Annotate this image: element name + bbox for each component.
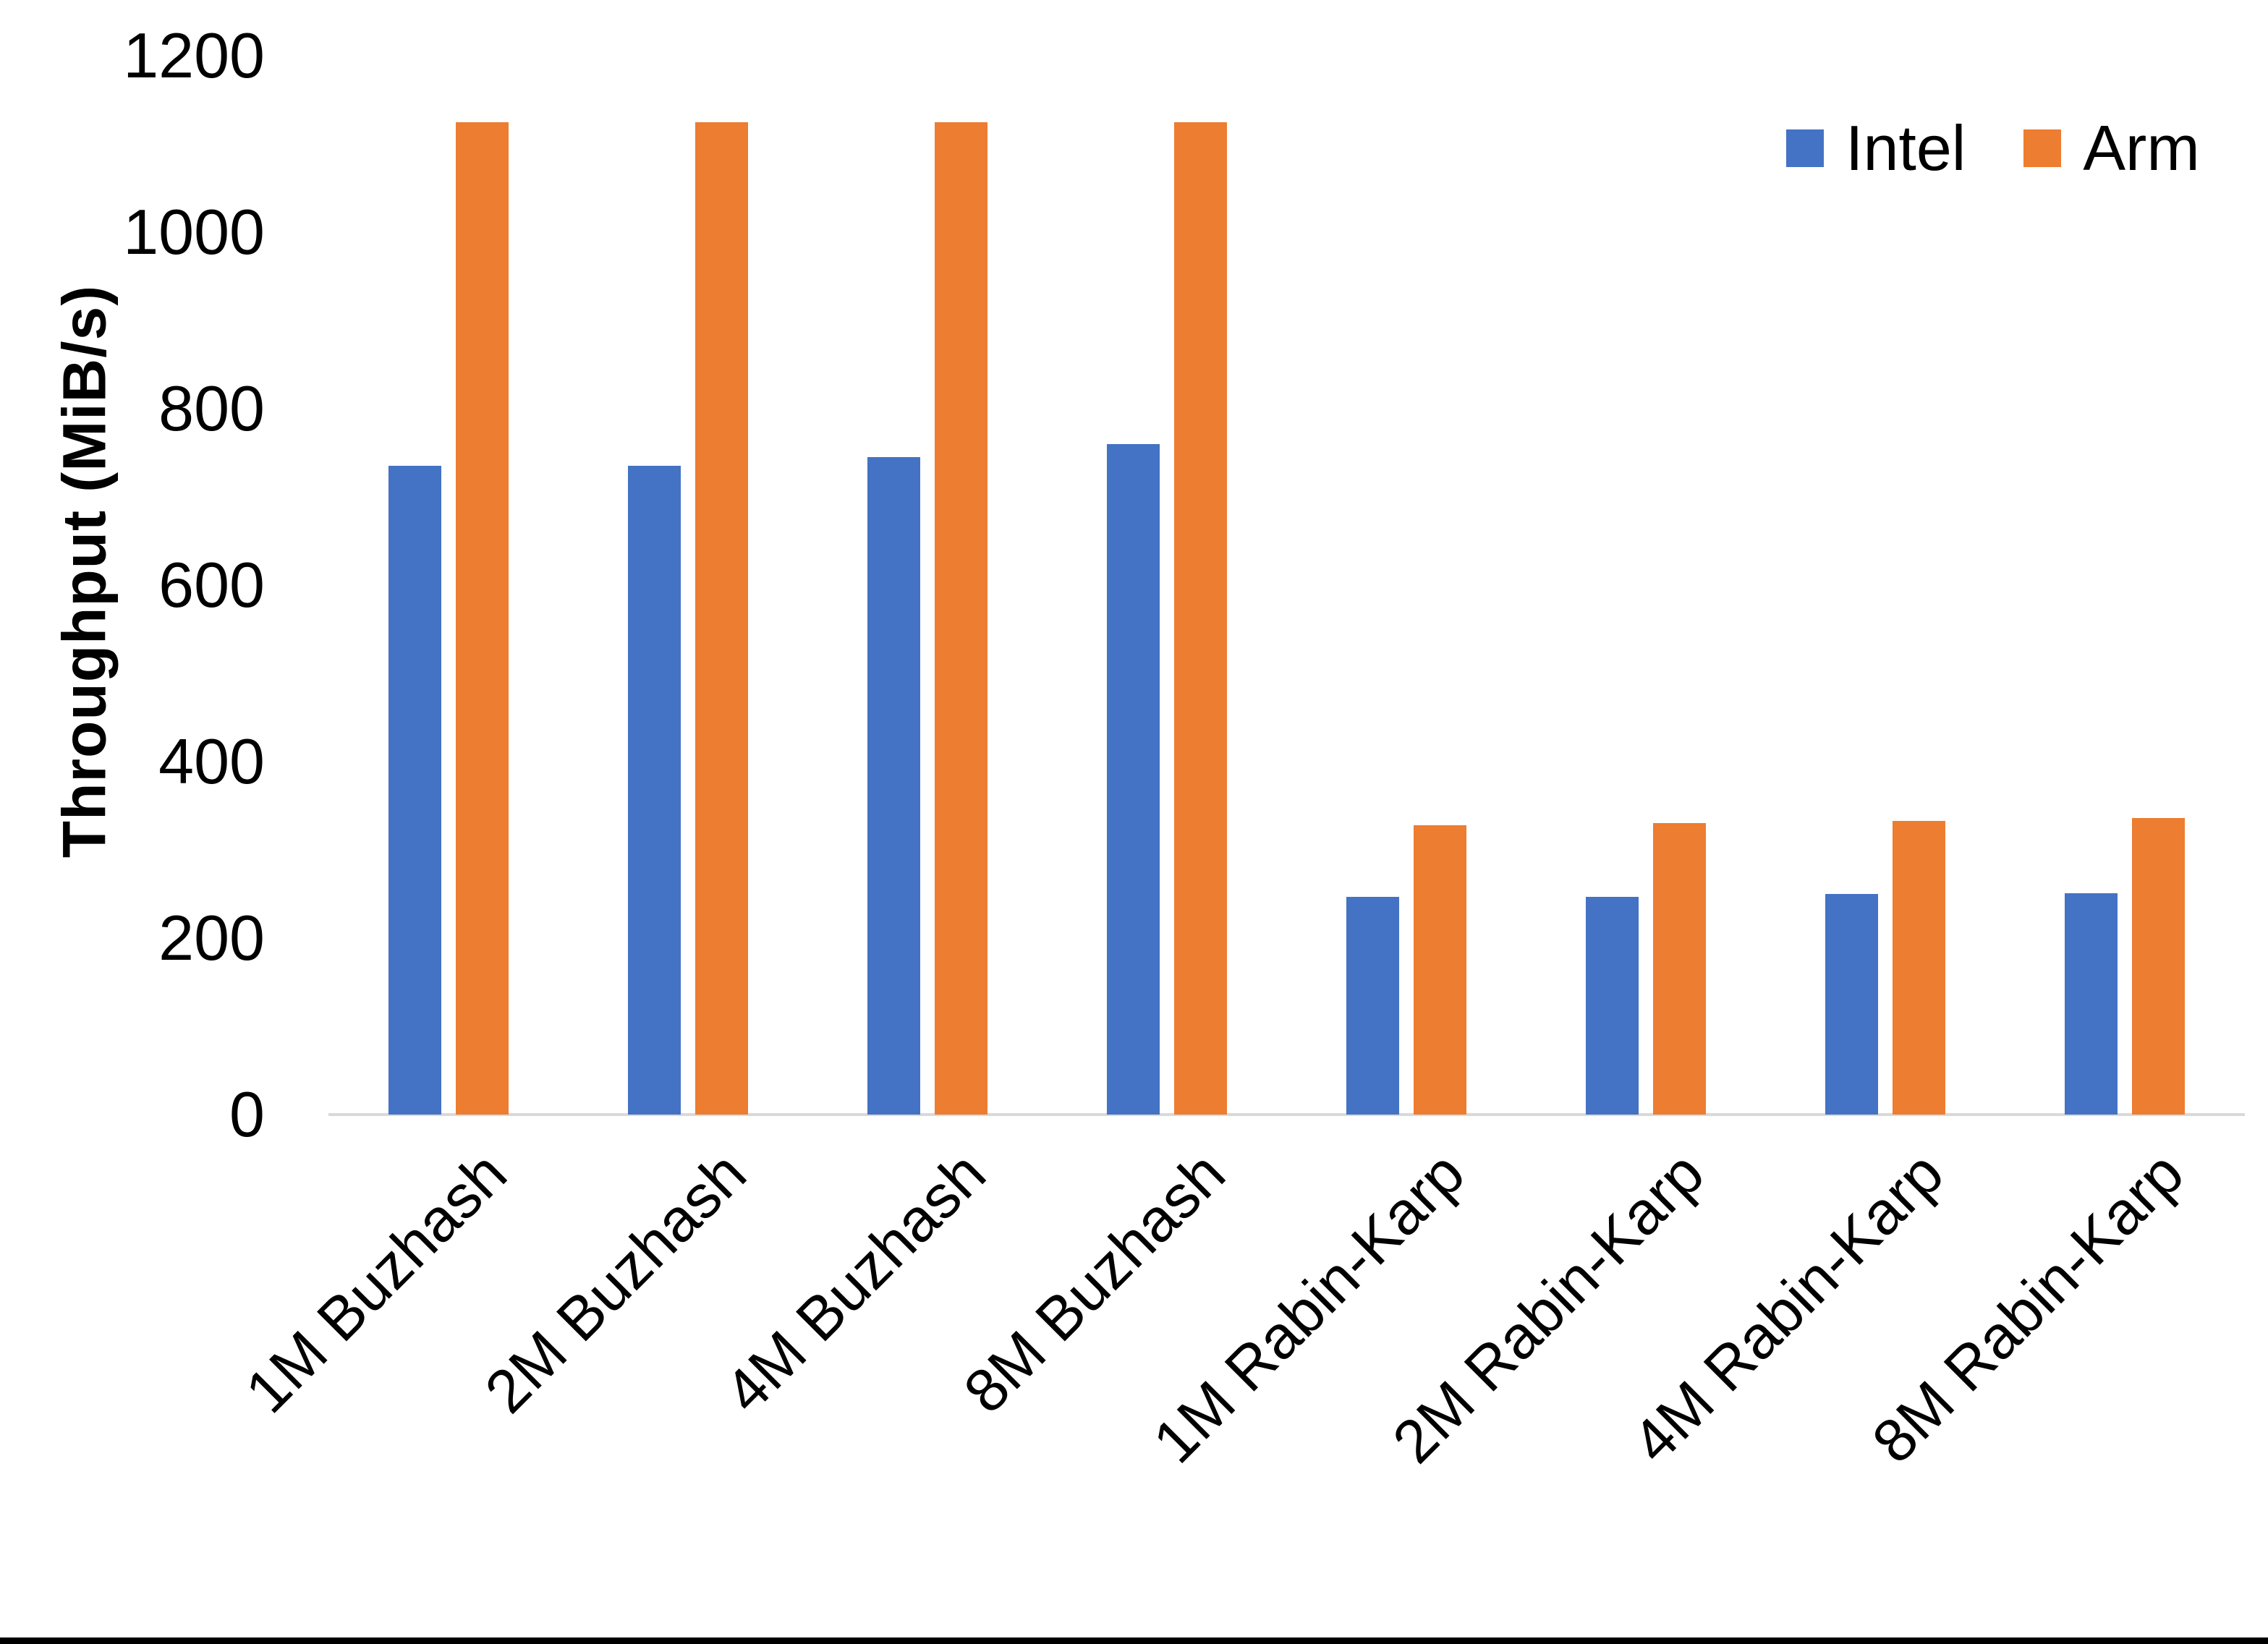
legend-swatch-intel [1786, 129, 1824, 167]
bar-arm-1m-rabin-karp [1414, 825, 1467, 1115]
y-tick-label: 1200 [123, 20, 265, 91]
bar-intel-4m-rabin-karp [1825, 894, 1879, 1115]
legend: Intel Arm [1786, 116, 2200, 180]
legend-label: Intel [1846, 112, 1966, 184]
y-tick-label: 800 [158, 372, 265, 444]
legend-label: Arm [2083, 112, 2200, 184]
bar-arm-8m-buzhash [1173, 122, 1227, 1115]
bar-arm-4m-rabin-karp [1893, 820, 1946, 1115]
y-tick-label: 0 [229, 1078, 265, 1150]
bar-intel-4m-buzhash [867, 457, 920, 1115]
x-category-label-1m-buzhash: 1M Buzhash [232, 1138, 519, 1426]
y-tick-label: 1000 [123, 196, 265, 268]
bar-arm-2m-buzhash [695, 122, 748, 1115]
y-tick-label: 400 [158, 725, 265, 797]
bar-arm-1m-buzhash [455, 122, 509, 1115]
legend-item-arm: Arm [2023, 112, 2200, 184]
bar-arm-4m-buzhash [934, 122, 988, 1115]
bar-intel-1m-buzhash [388, 466, 441, 1115]
bottom-border [0, 1637, 2268, 1644]
x-axis-line [328, 1113, 2245, 1116]
bar-intel-2m-buzhash [627, 466, 681, 1115]
bar-arm-8m-rabin-karp [2132, 818, 2186, 1115]
bar-intel-8m-rabin-karp [2065, 893, 2118, 1115]
bar-intel-8m-buzhash [1106, 443, 1160, 1115]
legend-item-intel: Intel [1786, 116, 1966, 180]
bar-intel-1m-rabin-karp [1346, 896, 1400, 1115]
legend-swatch-arm [2023, 129, 2062, 167]
y-tick-label: 200 [158, 902, 265, 974]
y-tick-label: 600 [158, 549, 265, 621]
bar-intel-2m-rabin-karp [1586, 896, 1639, 1115]
plot-area [328, 56, 2245, 1115]
bar-arm-2m-rabin-karp [1653, 823, 1707, 1115]
